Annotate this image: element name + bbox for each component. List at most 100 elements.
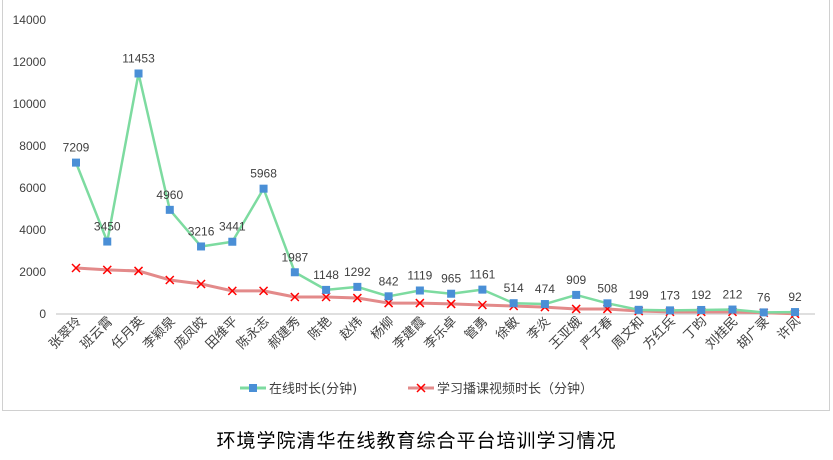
- x-tick-label: 胡广录: [734, 314, 772, 352]
- x-tick-label: 徐敏: [493, 314, 522, 343]
- data-label: 3441: [219, 220, 246, 234]
- data-label: 1987: [281, 250, 308, 264]
- data-point-online: [572, 290, 581, 299]
- data-point-video: [321, 292, 331, 302]
- data-point-video: [477, 300, 487, 310]
- data-point-online: [134, 69, 143, 78]
- y-tick-label: 14000: [13, 13, 47, 27]
- legend-x-marker-icon: [416, 383, 426, 393]
- data-label: 474: [535, 282, 555, 296]
- x-tick-label: 张翠玲: [47, 314, 85, 352]
- chart-caption: 环境学院清华在线教育综合平台培训学习情况: [216, 430, 617, 452]
- data-point-video: [384, 298, 394, 308]
- data-point-online: [447, 289, 456, 298]
- y-tick-label: 4000: [19, 223, 46, 237]
- chart-frame: [2, 0, 830, 411]
- data-label: 3216: [188, 224, 215, 238]
- data-point-video: [571, 304, 581, 314]
- x-tick-label: 管勇: [462, 314, 491, 343]
- data-point-online: [290, 268, 299, 277]
- data-label: 192: [691, 288, 711, 302]
- y-tick-label: 2000: [19, 265, 46, 279]
- y-tick-label: 12000: [13, 55, 47, 69]
- data-label: 842: [379, 274, 399, 288]
- data-point-video: [446, 299, 456, 309]
- data-label: 212: [722, 288, 742, 302]
- data-point-online: [103, 237, 112, 246]
- data-point-online: [697, 305, 706, 314]
- data-point-online: [791, 308, 799, 317]
- data-point-online: [415, 286, 424, 295]
- data-point-online: [603, 299, 612, 308]
- legend-label: 学习播课视频时长（分钟）: [437, 381, 593, 397]
- data-point-online: [384, 292, 393, 301]
- x-tick-label: 周文和: [609, 314, 647, 352]
- data-label: 92: [788, 290, 802, 304]
- data-point-video: [165, 275, 175, 285]
- data-point-online: [72, 158, 80, 167]
- line-chart: 0 2000 4000 6000 8000 10000 12000 14000 张翠玲班云霄任月…: [13, 13, 815, 397]
- x-tick-label: 郝建秀: [265, 314, 303, 352]
- data-point-video: [415, 298, 425, 308]
- data-point-online: [759, 308, 768, 317]
- x-tick-label: 许凤: [775, 314, 804, 343]
- data-label: 1119: [407, 269, 432, 283]
- data-label: 508: [597, 281, 617, 295]
- data-point-online: [197, 242, 206, 251]
- data-label: 965: [441, 272, 461, 286]
- data-point-online: [665, 306, 674, 315]
- x-tick-label: 庞凤皎: [171, 314, 210, 353]
- data-label: 3450: [94, 220, 121, 234]
- data-label: 173: [660, 288, 680, 302]
- data-point-video: [227, 286, 237, 296]
- x-tick-label: 陈永志: [233, 314, 272, 353]
- data-label: 909: [566, 273, 586, 287]
- data-label: 7209: [63, 141, 90, 155]
- x-tick-label: 班云霄: [78, 314, 116, 352]
- series-line-online: [74, 72, 796, 314]
- x-tick-label: 田维平: [203, 314, 241, 352]
- data-point-video: [133, 266, 144, 276]
- x-tick-label: 严子春: [578, 314, 616, 352]
- data-label: 1161: [469, 268, 495, 282]
- data-label: 11453: [122, 51, 155, 65]
- y-tick-label: 6000: [19, 181, 46, 195]
- data-point-online: [165, 205, 174, 214]
- data-point-online: [259, 184, 268, 193]
- data-label: 4960: [156, 188, 183, 202]
- y-tick-label: 0: [39, 307, 46, 321]
- data-point-online: [322, 285, 331, 294]
- data-label: 1292: [344, 265, 371, 279]
- data-point-video: [259, 286, 269, 296]
- data-label: 514: [504, 281, 524, 295]
- data-point-online: [634, 305, 643, 314]
- data-point-online: [728, 305, 737, 314]
- data-point-video: [102, 265, 112, 275]
- data-point-video: [352, 293, 362, 303]
- y-tick-label: 10000: [13, 97, 47, 111]
- data-point-online: [353, 282, 362, 291]
- data-label: 76: [757, 290, 771, 304]
- x-tick-label: 任月英: [109, 314, 147, 352]
- x-tick-label: 李建霞: [391, 314, 429, 352]
- x-tick-label: 李乐卓: [422, 314, 460, 352]
- legend-label: 在线时长(分钟): [269, 381, 357, 397]
- x-tick-label: 方红兵: [640, 314, 679, 353]
- data-label: 199: [629, 288, 649, 302]
- data-label: 1148: [313, 268, 339, 282]
- data-point-video: [196, 279, 206, 289]
- data-point-video: [71, 263, 81, 273]
- data-label: 5968: [250, 167, 277, 181]
- data-point-video: [290, 292, 300, 302]
- data-point-online: [228, 237, 237, 246]
- data-point-online: [540, 300, 549, 309]
- x-tick-label: 刘桂民: [703, 314, 741, 352]
- x-tick-label: 李颖泉: [140, 314, 179, 353]
- x-tick-label: 赵炜: [337, 314, 366, 343]
- data-point-online: [478, 285, 487, 294]
- x-tick-label: 陈艳: [305, 314, 335, 344]
- data-point-online: [509, 299, 518, 308]
- x-tick-label: 王亚娥: [547, 314, 585, 352]
- legend-square-marker-icon: [249, 384, 257, 392]
- y-tick-label: 8000: [19, 139, 46, 153]
